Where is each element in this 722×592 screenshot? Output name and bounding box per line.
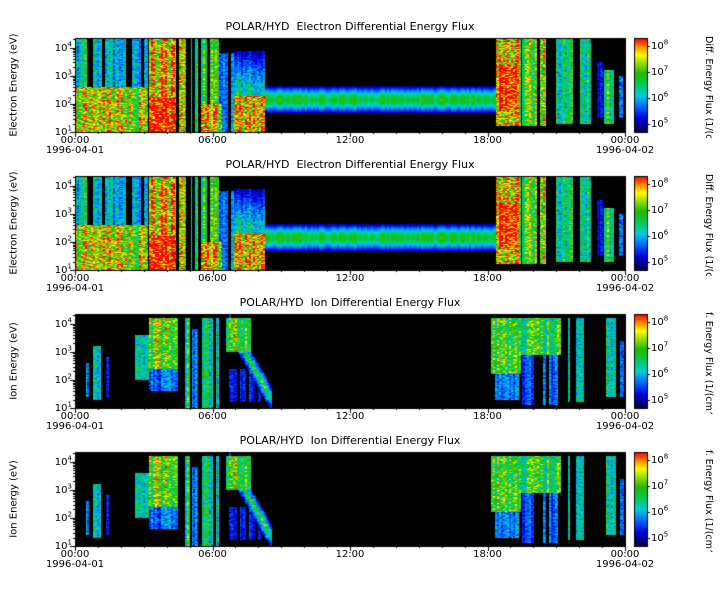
y-tick-label: 103 xyxy=(54,206,72,221)
colorbar-tick-label: 107 xyxy=(651,64,669,79)
colorbar-tick-label: 107 xyxy=(651,478,669,493)
y-tick-label: 101 xyxy=(54,125,72,139)
y-tick-label: 104 xyxy=(54,178,72,193)
colorbar-tick-label: 108 xyxy=(651,314,669,329)
x-tick-label: 06:00 xyxy=(198,549,227,560)
colorbar-tick-label: 106 xyxy=(651,505,669,519)
electron-spectrogram-canvas-1 xyxy=(0,14,722,154)
x-tick-label: 12:00 xyxy=(335,273,365,284)
y-tick-label: 102 xyxy=(54,234,72,249)
x-tick-label: 12:00 xyxy=(335,549,365,560)
x-tick-label: 18:00 xyxy=(473,135,502,146)
x-tick-label: 00:00 xyxy=(60,411,90,422)
chart-title: POLAR/HYD Electron Differential Energy F… xyxy=(225,158,475,171)
ion-spectrogram-canvas-2 xyxy=(0,428,722,568)
y-tick-label: 104 xyxy=(54,40,72,55)
colorbar-tick-label: 105 xyxy=(651,531,669,545)
y-tick-label: 102 xyxy=(54,96,72,111)
x-tick-label: 18:00 xyxy=(473,549,502,560)
panel-electron-flux-2: POLAR/HYD Electron Differential Energy F… xyxy=(0,152,722,294)
panel-ion-flux-1: POLAR/HYD Ion Differential Energy Flux I… xyxy=(0,290,722,432)
chart-title: POLAR/HYD Ion Differential Energy Flux xyxy=(239,296,461,309)
colorbar-tick-label: 108 xyxy=(651,38,669,53)
x-tick-label: 18:00 xyxy=(473,273,502,284)
x-tick-label: 00:00 xyxy=(610,411,640,422)
colorbar-label: f. Energy Flux (1/(cm^ xyxy=(703,312,714,414)
x-date-right: 1996-04-02 xyxy=(595,145,655,156)
y-axis-label: Electron Energy (eV) xyxy=(8,171,20,275)
x-tick-label: 00:00 xyxy=(610,273,640,284)
y-axis-label: Electron Energy (eV) xyxy=(8,33,20,137)
colorbar-tick-label: 105 xyxy=(651,393,669,407)
colorbar-tick-label: 106 xyxy=(651,91,669,105)
x-tick-label: 12:00 xyxy=(335,135,365,146)
colorbar-tick-label: 105 xyxy=(651,255,669,269)
y-tick-label: 101 xyxy=(54,539,72,553)
colorbar-tick-label: 107 xyxy=(651,202,669,217)
x-tick-label: 12:00 xyxy=(335,411,365,422)
y-axis-label: Ion Energy (eV) xyxy=(8,460,20,538)
colorbar-label: Diff. Energy Flux (1/(cm xyxy=(703,174,714,276)
y-tick-label: 101 xyxy=(54,263,72,277)
panel-ion-flux-2: POLAR/HYD Ion Differential Energy Flux I… xyxy=(0,428,722,570)
x-tick-label: 00:00 xyxy=(60,549,90,560)
x-tick-label: 00:00 xyxy=(60,135,90,146)
colorbar-tick-label: 108 xyxy=(651,176,669,191)
panel-electron-flux-1: POLAR/HYD Electron Differential Energy F… xyxy=(0,14,722,156)
x-date-left: 1996-04-01 xyxy=(45,283,105,294)
chart-title: POLAR/HYD Electron Differential Energy F… xyxy=(225,20,475,33)
y-tick-label: 103 xyxy=(54,482,72,497)
y-tick-label: 101 xyxy=(54,401,72,415)
electron-spectrogram-canvas-2 xyxy=(0,152,722,292)
x-tick-label: 06:00 xyxy=(198,135,227,146)
colorbar-tick-label: 108 xyxy=(651,452,669,467)
colorbar-tick-label: 107 xyxy=(651,340,669,355)
colorbar-label: f. Energy Flux (1/(cm^ xyxy=(703,450,714,552)
y-tick-label: 103 xyxy=(54,344,72,359)
colorbar-label: Diff. Energy Flux (1/(cm xyxy=(703,36,714,138)
colorbar-tick-label: 105 xyxy=(651,117,669,131)
x-date-right: 1996-04-02 xyxy=(595,559,655,570)
x-date-right: 1996-04-02 xyxy=(595,421,655,432)
y-axis-label: Ion Energy (eV) xyxy=(8,322,20,400)
colorbar-tick-label: 106 xyxy=(651,367,669,381)
colorbar-tick-label: 106 xyxy=(651,229,669,243)
chart-title: POLAR/HYD Ion Differential Energy Flux xyxy=(239,434,461,447)
x-tick-label: 06:00 xyxy=(198,273,227,284)
x-date-left: 1996-04-01 xyxy=(45,421,105,432)
x-tick-label: 00:00 xyxy=(610,135,640,146)
x-date-left: 1996-04-01 xyxy=(45,145,105,156)
x-tick-label: 06:00 xyxy=(198,411,227,422)
y-tick-label: 102 xyxy=(54,372,72,387)
x-date-right: 1996-04-02 xyxy=(595,283,655,294)
y-tick-label: 104 xyxy=(54,316,72,331)
y-tick-label: 104 xyxy=(54,454,72,469)
y-tick-label: 102 xyxy=(54,510,72,525)
ion-spectrogram-canvas-1 xyxy=(0,290,722,430)
x-tick-label: 00:00 xyxy=(60,273,90,284)
y-tick-label: 103 xyxy=(54,68,72,83)
x-tick-label: 18:00 xyxy=(473,411,502,422)
x-date-left: 1996-04-01 xyxy=(45,559,105,570)
x-tick-label: 00:00 xyxy=(610,549,640,560)
